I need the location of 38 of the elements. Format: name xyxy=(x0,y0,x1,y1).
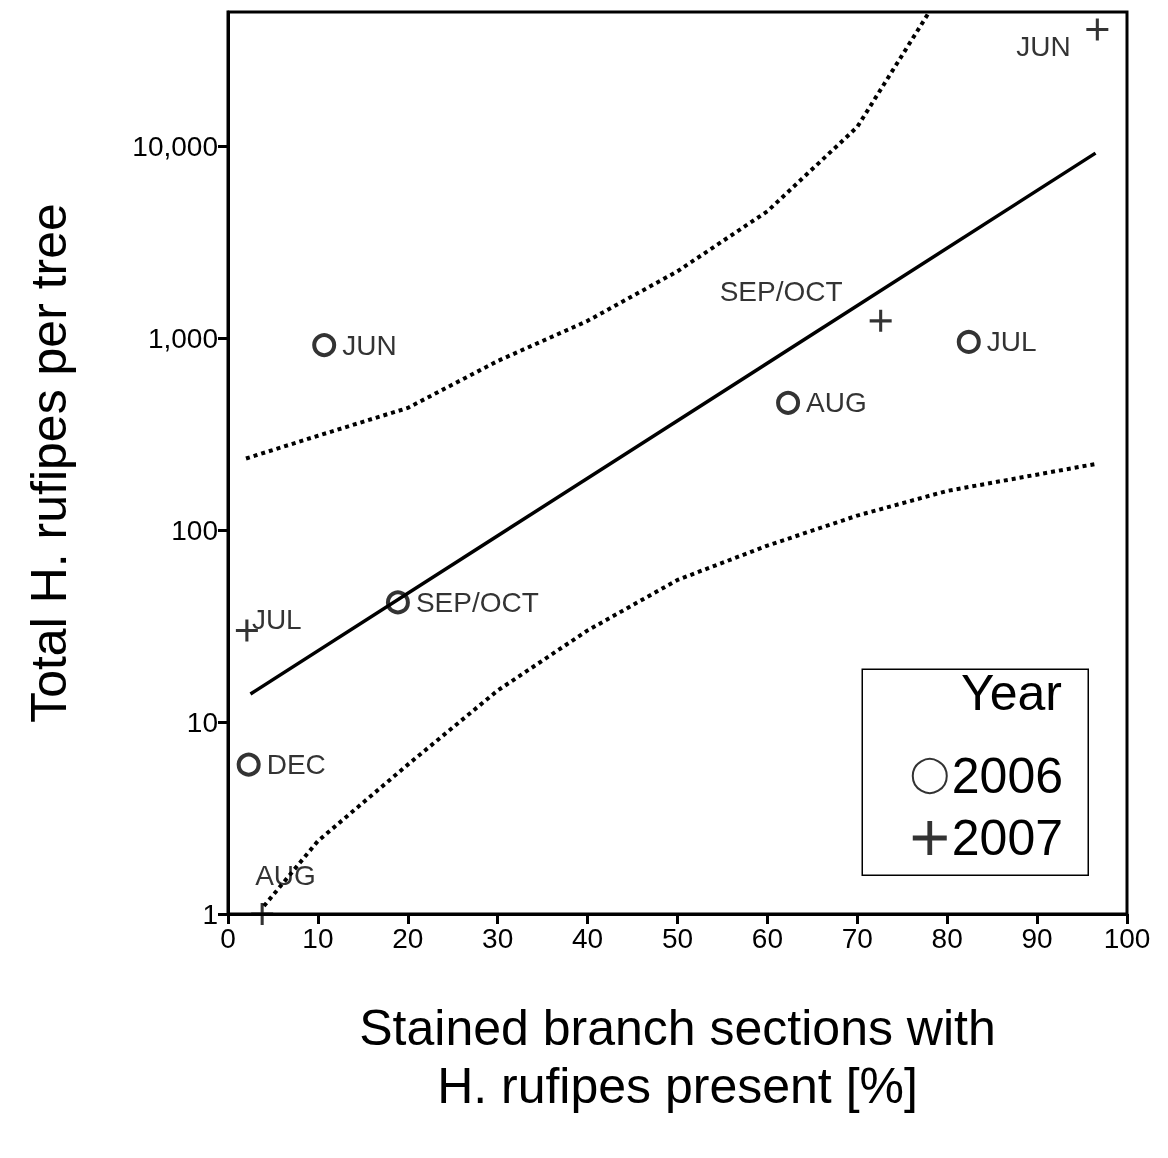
y-tick-label: 10 xyxy=(186,706,218,738)
x-tick-label: 70 xyxy=(841,922,873,954)
y-tick-label: 10,000 xyxy=(132,130,218,162)
data-label: DEC xyxy=(266,749,326,781)
x-tick-label: 80 xyxy=(931,922,963,954)
x-tick-label: 0 xyxy=(220,922,236,954)
x-tick-label: 100 xyxy=(1103,922,1151,954)
data-label: JUL xyxy=(251,603,302,635)
x-axis-title: Stained branch sections with H. rufipes present [%] xyxy=(359,1000,996,1114)
x-tick-label: 50 xyxy=(661,922,694,954)
x-tick-label: 60 xyxy=(751,922,783,954)
point xyxy=(385,590,410,615)
data-label: JUL xyxy=(986,326,1037,358)
x-tick-label: 20 xyxy=(392,922,424,954)
data-label: JUN xyxy=(1016,31,1071,63)
data-label: AUG xyxy=(255,859,316,891)
point xyxy=(869,309,892,332)
point xyxy=(236,752,261,777)
point xyxy=(776,390,801,415)
x-tick-label: 40 xyxy=(572,922,604,954)
x-tick-label: 30 xyxy=(482,922,514,954)
point xyxy=(251,903,274,925)
point xyxy=(312,333,337,358)
x-tick-label: 10 xyxy=(302,922,334,954)
data-label: AUG xyxy=(806,387,867,419)
y-tick-label: 100 xyxy=(171,514,218,546)
y-axis-title: Total H. rufipes per tree xyxy=(21,203,77,723)
data-label: SEP/OCT xyxy=(415,586,539,618)
data-label: SEP/OCT xyxy=(719,276,843,308)
y-tick-label: 1 xyxy=(202,898,218,930)
point xyxy=(956,329,981,354)
data-label: JUN xyxy=(342,329,397,361)
y-tick-label: 1,000 xyxy=(147,322,218,354)
point xyxy=(1086,18,1109,41)
x-tick-label: 90 xyxy=(1021,922,1053,954)
legend-title: Year xyxy=(960,665,1063,721)
legend-label: 2007 xyxy=(951,810,1063,866)
legend-label: 2006 xyxy=(951,748,1063,804)
